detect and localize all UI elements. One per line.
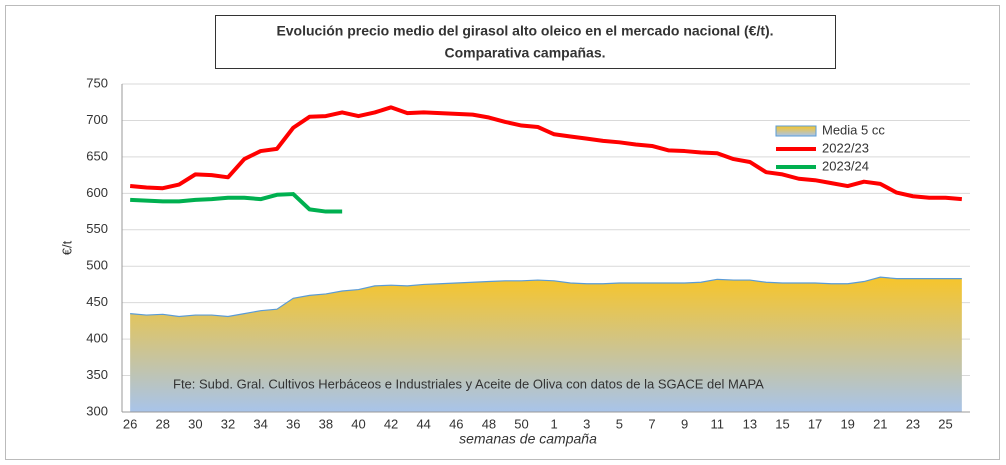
chart-subtitle: Comparativa campañas.: [444, 45, 605, 61]
chart-title: Evolución precio medio del girasol alto …: [276, 23, 773, 39]
line: [130, 192, 343, 214]
y-tick-label: 700: [86, 112, 108, 127]
y-tick-label: 400: [86, 331, 108, 346]
x-tick-label: 7: [648, 416, 655, 431]
x-tick-label: 42: [384, 416, 398, 431]
x-tick-label: 1: [551, 416, 558, 431]
x-tick-label: 15: [775, 416, 789, 431]
x-tick-label: 44: [416, 416, 430, 431]
annotation: Fte: Subd. Gral. Cultivos Herbáceos e In…: [173, 376, 764, 391]
x-tick-label: 38: [319, 416, 333, 431]
y-tick-label: 500: [86, 258, 108, 273]
x-tick-label: 3: [583, 416, 590, 431]
x-tick-label: 13: [743, 416, 757, 431]
x-tick-label: 21: [873, 416, 887, 431]
x-axis-label: semanas de campaña: [459, 431, 597, 447]
y-tick-label: 650: [86, 148, 108, 163]
legend-label: 2022/23: [822, 140, 869, 155]
y-tick-label: 300: [86, 403, 108, 418]
x-tick-label: 26: [123, 416, 137, 431]
x-tick-label: 30: [188, 416, 202, 431]
x-tick-label: 36: [286, 416, 300, 431]
line: [129, 105, 963, 202]
area-line: [130, 276, 962, 318]
title-box: [215, 15, 836, 69]
y-tick-label: 550: [86, 221, 108, 236]
x-tick-label: 34: [253, 416, 267, 431]
x-tick-label: 9: [681, 416, 688, 431]
x-tick-label: 19: [840, 416, 854, 431]
legend-label: 2023/24: [822, 158, 869, 173]
x-tick-label: 40: [351, 416, 365, 431]
x-tick-label: 23: [906, 416, 920, 431]
y-tick-label: 600: [86, 185, 108, 200]
area: [130, 277, 962, 412]
y-axis-label: €/t: [59, 240, 74, 255]
legend-swatch: [775, 125, 817, 137]
x-tick-label: 48: [482, 416, 496, 431]
x-tick-label: 17: [808, 416, 822, 431]
y-tick-label: 350: [86, 367, 108, 382]
x-tick-label: 25: [938, 416, 952, 431]
x-tick-label: 5: [616, 416, 623, 431]
x-tick-label: 11: [710, 416, 724, 431]
x-tick-label: 28: [156, 416, 170, 431]
y-tick-label: 750: [86, 75, 108, 90]
x-tick-label: 46: [449, 416, 463, 431]
x-tick-label: 50: [514, 416, 528, 431]
y-tick-label: 450: [86, 294, 108, 309]
x-tick-label: 32: [221, 416, 235, 431]
legend-label: Media 5 cc: [822, 122, 885, 137]
